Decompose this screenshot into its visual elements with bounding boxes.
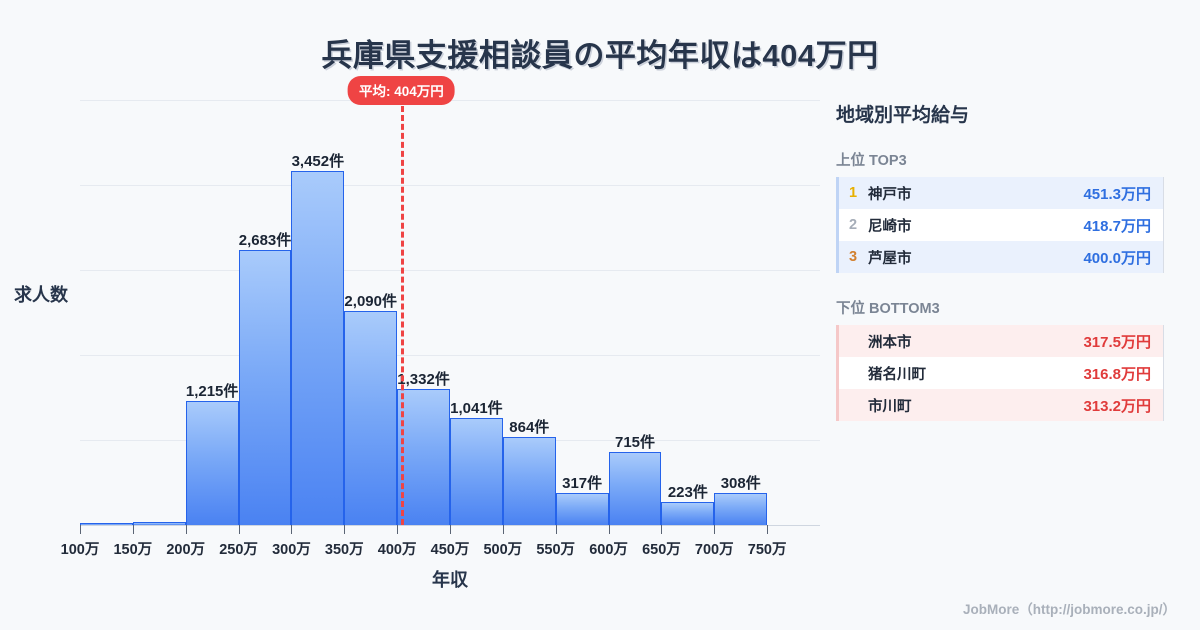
bar — [661, 502, 715, 525]
chart-panel: 求人数 1,215件 2,683件 3,452件 2,090件 1,332件 1,041件… — [0, 76, 820, 590]
rank-row: 1 神戸市 451.3万円 — [839, 177, 1163, 209]
region-salary-value: 451.3万円 — [1083, 185, 1151, 203]
x-axis-tick — [238, 525, 240, 534]
x-axis-tick — [555, 525, 557, 534]
rank-row: 市川町 313.2万円 — [839, 389, 1163, 421]
average-badge: 平均: 404万円 — [347, 76, 455, 105]
bar-value-label: 3,452件 — [291, 153, 345, 171]
rank-number: 2 — [849, 217, 858, 233]
bar — [291, 171, 345, 525]
x-axis-tick-label: 250万 — [219, 542, 258, 558]
rank-number: 3 — [849, 249, 858, 265]
bar — [502, 436, 556, 525]
bar-value-label: 2,683件 — [238, 232, 292, 250]
bar-value-label: 1,332件 — [397, 370, 450, 388]
top3-list: 1 神戸市 451.3万円 2 尼崎市 418.7万円 3 芦屋市 400.0万円 — [836, 177, 1164, 273]
plot-area: 1,215件 2,683件 3,452件 2,090件 1,332件 1,041件 864件… — [61, 76, 820, 558]
bar — [397, 388, 450, 525]
region-name: 市川町 — [868, 398, 912, 415]
average-line — [401, 88, 405, 525]
region-name: 猪名川町 — [868, 366, 926, 383]
region-name: 洲本市 — [868, 334, 912, 351]
gridline — [80, 270, 820, 271]
bar — [450, 418, 503, 525]
x-axis-tick — [344, 525, 346, 534]
bar — [344, 310, 398, 525]
bottom3-list: 洲本市 317.5万円猪名川町 316.8万円市川町 313.2万円 — [836, 325, 1164, 421]
region-salary-value: 316.8万円 — [1083, 365, 1151, 383]
bar-value-label: 317件 — [562, 474, 603, 492]
rank-row: 猪名川町 316.8万円 — [839, 357, 1163, 389]
bar-value-label: 715件 — [614, 433, 656, 451]
y-axis-title: 求人数 — [14, 285, 68, 305]
region-salary-value: 317.5万円 — [1083, 333, 1151, 351]
x-axis-tick — [132, 525, 134, 534]
x-axis-tick-label: 300万 — [272, 542, 311, 558]
bar — [80, 523, 133, 525]
x-axis-tick-label: 500万 — [483, 542, 523, 558]
bar — [714, 493, 768, 525]
page-title: 兵庫県支援相談員の平均年収は404万円 — [321, 38, 879, 73]
x-axis-title: 年収 — [432, 570, 468, 590]
region-name: 神戸市 — [868, 186, 912, 203]
x-axis-tick — [714, 525, 716, 534]
x-axis-tick-label: 350万 — [324, 542, 364, 558]
x-axis-tick-label: 200万 — [166, 542, 206, 558]
rank-row: 洲本市 317.5万円 — [839, 325, 1163, 357]
bar-value-label: 2,090件 — [344, 292, 397, 310]
regional-salary-sidebar: 地域別平均給与 上位 TOP3 1 神戸市 451.3万円 2 尼崎市 418.7万円 3 芦… — [836, 100, 1164, 445]
x-axis-tick — [397, 525, 399, 534]
region-name: 尼崎市 — [868, 218, 912, 235]
top3-heading: 上位 TOP3 — [836, 153, 907, 169]
x-axis-tick-label: 600万 — [589, 542, 628, 558]
bar-series: 1,215件 2,683件 3,452件 2,090件 1,332件 1,041件 864件… — [80, 100, 820, 525]
x-axis-tick — [291, 525, 293, 534]
x-axis-tick-label: 400万 — [377, 542, 417, 558]
bar-value-label: 1,041件 — [450, 400, 503, 418]
x-axis-tick-label: 150万 — [113, 542, 153, 558]
x-axis-tick-label: 750万 — [747, 542, 787, 558]
bar-value-label: 864件 — [509, 418, 550, 436]
x-axis-tick — [608, 525, 610, 534]
region-salary-value: 400.0万円 — [1083, 249, 1151, 267]
sidebar-title: 地域別平均給与 — [836, 105, 970, 126]
region-salary-value: 418.7万円 — [1083, 217, 1151, 235]
rank-row: 3 芦屋市 400.0万円 — [839, 241, 1163, 273]
gridline — [80, 355, 820, 356]
region-salary-value: 313.2万円 — [1083, 397, 1151, 415]
bar-value-label: 308件 — [720, 475, 761, 493]
bar — [608, 451, 662, 525]
x-axis-tick — [185, 525, 187, 534]
x-axis-tick — [661, 525, 663, 534]
bar — [132, 521, 186, 525]
x-axis-tick-label: 450万 — [430, 542, 470, 558]
x-axis-tick-label: 700万 — [694, 542, 734, 558]
x-axis-tick — [450, 525, 451, 534]
bar-value-label: 1,215件 — [185, 382, 239, 400]
x-axis-tick — [80, 525, 81, 534]
bar — [238, 250, 292, 525]
rank-number: 1 — [849, 185, 858, 201]
gridline — [80, 185, 820, 186]
bar-value-label: 223件 — [667, 484, 708, 502]
bar — [555, 492, 609, 525]
bar — [185, 400, 239, 525]
rank-row: 2 尼崎市 418.7万円 — [839, 209, 1163, 241]
source-attribution: JobMore（http://jobmore.co.jp/） — [963, 602, 1176, 617]
x-axis-tick — [767, 525, 769, 534]
x-axis-tick-label: 650万 — [642, 542, 681, 558]
x-axis-tick — [502, 525, 504, 534]
bottom3-heading: 下位 BOTTOM3 — [836, 301, 940, 317]
x-axis-tick-label: 550万 — [536, 542, 576, 558]
region-name: 芦屋市 — [868, 250, 912, 267]
x-axis-tick-label: 100万 — [60, 542, 100, 558]
